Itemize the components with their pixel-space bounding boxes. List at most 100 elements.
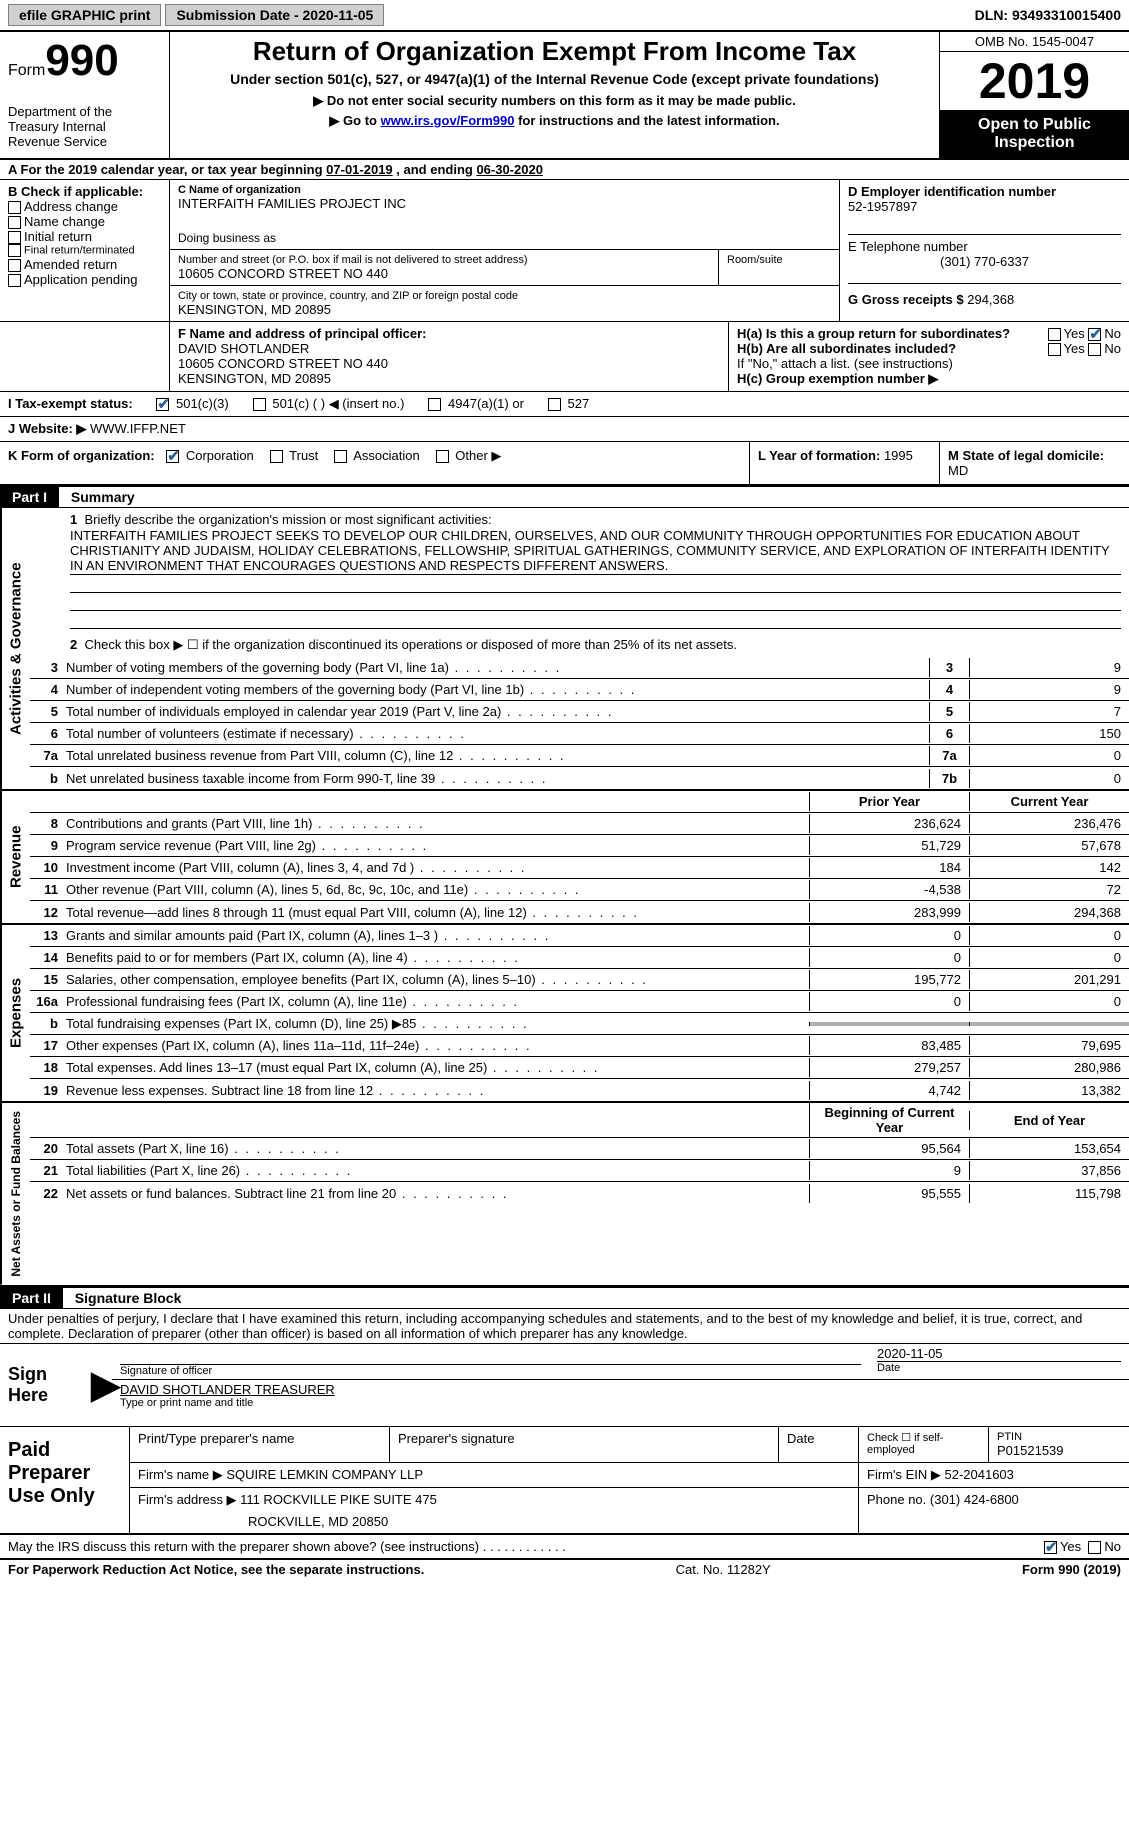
b-checkbox[interactable] [8, 274, 21, 287]
tax-status-option: 501(c) ( ) ◀ (insert no.) [253, 396, 405, 411]
section-fh: F Name and address of principal officer:… [0, 322, 1129, 392]
table-row: 19Revenue less expenses. Subtract line 1… [30, 1079, 1129, 1101]
ptin: P01521539 [997, 1443, 1121, 1458]
row-klm: K Form of organization: Corporation Trus… [0, 442, 1129, 486]
col-d: D Employer identification number 52-1957… [839, 180, 1129, 321]
ein: 52-1957897 [848, 199, 1121, 214]
table-row: 17Other expenses (Part IX, column (A), l… [30, 1035, 1129, 1057]
header-left: Form990 Department of the Treasury Inter… [0, 32, 170, 158]
b-checkbox[interactable] [8, 244, 21, 257]
omb-number: OMB No. 1545-0047 [940, 32, 1129, 52]
irs-yes-checkbox[interactable] [1044, 1541, 1057, 1554]
table-row: 12Total revenue—add lines 8 through 11 (… [30, 901, 1129, 923]
footer-left: For Paperwork Reduction Act Notice, see … [8, 1562, 424, 1577]
section-bcdeg: B Check if applicable: Address changeNam… [0, 180, 1129, 322]
tax-year: 2019 [940, 52, 1129, 110]
gross-receipts: 294,368 [967, 292, 1014, 307]
irs-no-checkbox[interactable] [1088, 1541, 1101, 1554]
org-form-checkbox[interactable] [166, 450, 179, 463]
table-row: 20Total assets (Part X, line 16)95,56415… [30, 1138, 1129, 1160]
table-row: bTotal fundraising expenses (Part IX, co… [30, 1013, 1129, 1035]
table-row: 3Number of voting members of the governi… [30, 657, 1129, 679]
table-row: 21Total liabilities (Part X, line 26)937… [30, 1160, 1129, 1182]
org-form-checkbox[interactable] [436, 450, 449, 463]
table-row: 14Benefits paid to or for members (Part … [30, 947, 1129, 969]
hb-yes-checkbox[interactable] [1048, 343, 1061, 356]
table-row: 9Program service revenue (Part VIII, lin… [30, 835, 1129, 857]
col-b-checkboxes: B Check if applicable: Address changeNam… [0, 180, 170, 321]
table-row: 13Grants and similar amounts paid (Part … [30, 925, 1129, 947]
submission-date-button[interactable]: Submission Date - 2020-11-05 [165, 4, 384, 26]
address-cell: Number and street (or P.O. box if mail i… [170, 250, 839, 286]
officer-printed-name: DAVID SHOTLANDER TREASURER [120, 1382, 1121, 1397]
b-check-item: Application pending [8, 272, 161, 287]
org-form-option: Other ▶ [436, 448, 502, 463]
topbar: efile GRAPHIC print Submission Date - 20… [0, 0, 1129, 32]
org-form-option: Corporation [166, 448, 254, 463]
org-form-option: Association [334, 448, 419, 463]
officer-name: DAVID SHOTLANDER [178, 341, 720, 356]
mission-block: 1 Briefly describe the organization's mi… [30, 508, 1129, 633]
revenue-section: Revenue Prior Year Current Year 8Contrib… [0, 791, 1129, 925]
firm-name: SQUIRE LEMKIN COMPANY LLP [226, 1467, 423, 1482]
dept-treasury: Department of the Treasury Internal Reve… [8, 104, 161, 149]
b-checkbox[interactable] [8, 231, 21, 244]
b-check-item: Final return/terminated [8, 244, 161, 257]
form-word: Form [8, 62, 45, 79]
table-row: 10Investment income (Part VIII, column (… [30, 857, 1129, 879]
revenue-header-row: Prior Year Current Year [30, 791, 1129, 813]
efile-graphic-button[interactable]: efile GRAPHIC print [8, 4, 161, 26]
b-checkbox[interactable] [8, 201, 21, 214]
activities-governance-section: Activities & Governance 1 Briefly descri… [0, 508, 1129, 791]
ha-yes-checkbox[interactable] [1048, 328, 1061, 341]
tax-status-checkbox[interactable] [253, 398, 266, 411]
mission-text: INTERFAITH FAMILIES PROJECT SEEKS TO DEV… [70, 527, 1121, 575]
net-assets-section: Net Assets or Fund Balances Beginning of… [0, 1103, 1129, 1287]
tax-status-checkbox[interactable] [428, 398, 441, 411]
org-form-checkbox[interactable] [270, 450, 283, 463]
year-formation: 1995 [884, 448, 913, 463]
b-check-item: Initial return [8, 229, 161, 244]
row-a-tax-year: A For the 2019 calendar year, or tax yea… [0, 160, 1129, 180]
open-to-public: Open to Public Inspection [940, 110, 1129, 158]
tax-status-checkbox[interactable] [156, 398, 169, 411]
hb-no-checkbox[interactable] [1088, 343, 1101, 356]
net-header-row: Beginning of Current Year End of Year [30, 1103, 1129, 1138]
table-row: 8Contributions and grants (Part VIII, li… [30, 813, 1129, 835]
firm-address: 111 ROCKVILLE PIKE SUITE 475 [240, 1492, 437, 1507]
note-ssn: ▶ Do not enter social security numbers o… [178, 93, 931, 109]
form-title: Return of Organization Exempt From Incom… [178, 36, 931, 67]
tax-status-checkbox[interactable] [548, 398, 561, 411]
sign-here-section: Sign Here ▶ Signature of officer 2020-11… [0, 1344, 1129, 1427]
table-row: 22Net assets or fund balances. Subtract … [30, 1182, 1129, 1204]
footer-center: Cat. No. 11282Y [676, 1562, 771, 1577]
table-row: 7aTotal unrelated business revenue from … [30, 745, 1129, 767]
b-checkbox[interactable] [8, 216, 21, 229]
city-cell: City or town, state or province, country… [170, 286, 839, 321]
vert-label-expenses: Expenses [0, 925, 30, 1101]
room-suite: Room/suite [719, 250, 839, 285]
table-row: 18Total expenses. Add lines 13–17 (must … [30, 1057, 1129, 1079]
paid-preparer-section: Paid Preparer Use Only Print/Type prepar… [0, 1427, 1129, 1535]
sign-here-label: Sign Here [0, 1344, 100, 1426]
tax-status-option: 527 [548, 396, 589, 411]
city-state-zip: KENSINGTON, MD 20895 [178, 302, 831, 317]
b-check-item: Name change [8, 214, 161, 229]
irs-link[interactable]: www.irs.gov/Form990 [381, 113, 515, 128]
vert-label-revenue: Revenue [0, 791, 30, 923]
expenses-section: Expenses 13Grants and similar amounts pa… [0, 925, 1129, 1103]
bracket-icon: ▶ [100, 1344, 112, 1426]
org-form-checkbox[interactable] [334, 450, 347, 463]
header-center: Return of Organization Exempt From Incom… [170, 32, 939, 158]
q2-discontinue: 2 Check this box ▶ ☐ if the organization… [30, 633, 1129, 657]
table-row: 5Total number of individuals employed in… [30, 701, 1129, 723]
ha-no-checkbox[interactable] [1088, 328, 1101, 341]
row-j-website: J Website: ▶ WWW.IFFP.NET [0, 417, 1129, 442]
col-h: H(a) Is this a group return for subordin… [729, 322, 1129, 391]
form-number: 990 [45, 36, 118, 85]
submission-date: 2020-11-05 [303, 7, 374, 23]
b-checkbox[interactable] [8, 259, 21, 272]
org-name-cell: C Name of organization INTERFAITH FAMILI… [170, 180, 839, 250]
b-check-item: Address change [8, 199, 161, 214]
street-address: 10605 CONCORD STREET NO 440 [178, 266, 710, 281]
